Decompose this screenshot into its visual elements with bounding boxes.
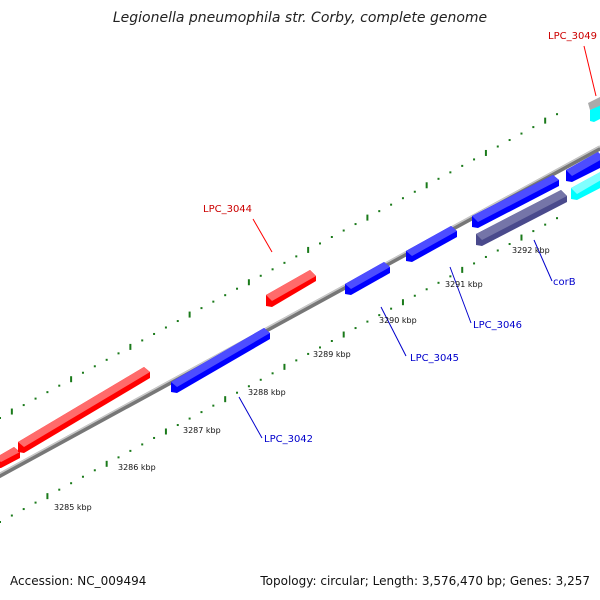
gene-label-lpc-3049[interactable]: LPC_3049 [548, 31, 597, 42]
inner-tick-row [0, 217, 559, 523]
gene-label-lpc-3044[interactable]: LPC_3044 [203, 204, 252, 215]
map-title: Legionella pneumophila str. Corby, compl… [112, 10, 488, 26]
scale-label-3289: 3289 kbp [313, 350, 351, 359]
gene-label-lpc-3042[interactable]: LPC_3042 [264, 434, 313, 445]
gene-feature-lpc-3045[interactable] [345, 262, 390, 295]
scale-label-3287: 3287 kbp [183, 426, 221, 435]
rna-feature-cyan[interactable] [571, 171, 600, 200]
gene-feature-corb[interactable] [476, 190, 567, 246]
leader-corb [533, 239, 553, 282]
leader-lpc-3044 [252, 218, 273, 253]
gene-label-lpc-3045[interactable]: LPC_3045 [410, 353, 459, 364]
scale-label-3286: 3286 kbp [118, 463, 156, 472]
gene-feature-reverse-edge[interactable] [566, 152, 600, 182]
leader-lpc-3046 [449, 266, 472, 324]
gene-feature-forward-left[interactable] [0, 447, 20, 468]
gene-feature-lpc-3044[interactable] [266, 270, 316, 307]
leader-lpc-3049 [583, 45, 597, 97]
genome-backbone-highlight [0, 145, 600, 475]
gene-label-lpc-3046[interactable]: LPC_3046 [473, 320, 522, 331]
gene-label-corb[interactable]: corB [553, 277, 576, 288]
outer-tick-row [0, 113, 559, 419]
leader-lpc-3045 [380, 306, 407, 357]
gene-feature-reverse-long[interactable] [472, 175, 559, 228]
scale-label-3291: 3291 kbp [445, 280, 483, 289]
genome-summary-text: Topology: circular; Length: 3,576,470 bp… [260, 574, 590, 588]
scale-label-3292: 3292 kbp [512, 246, 550, 255]
gene-feature-lpc-3042[interactable] [171, 328, 270, 393]
scale-label-3288: 3288 kbp [248, 388, 286, 397]
gene-feature-lpc-3046[interactable] [406, 226, 457, 262]
rna-feature-grey-top[interactable] [588, 96, 600, 110]
scale-label-3285: 3285 kbp [54, 503, 92, 512]
scale-label-3290: 3290 kbp [379, 316, 417, 325]
rna-feature-cyan-top[interactable] [590, 104, 600, 122]
accession-text: Accession: NC_009494 [10, 574, 147, 588]
gene-feature-forward-long[interactable] [18, 367, 150, 453]
leader-lpc-3042 [238, 396, 263, 439]
